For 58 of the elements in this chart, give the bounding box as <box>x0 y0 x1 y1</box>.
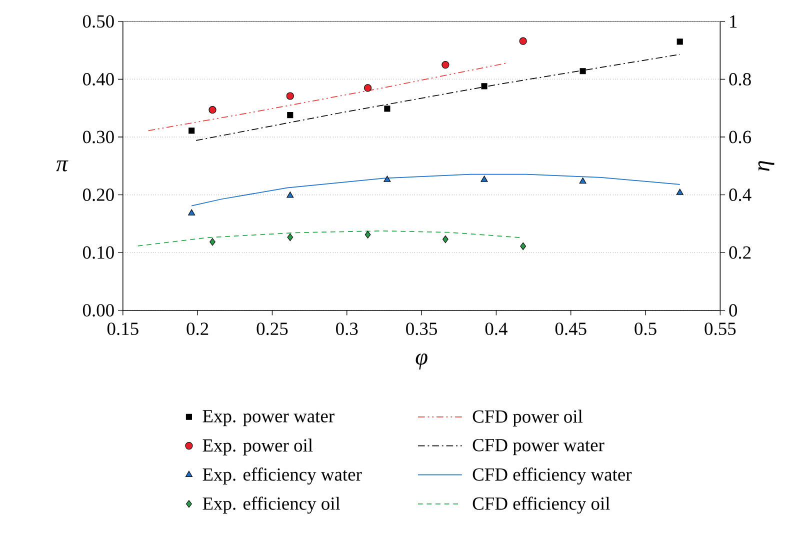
point <box>188 209 196 216</box>
line-series <box>196 54 680 142</box>
y-tick-label: 0.00 <box>82 304 114 317</box>
point <box>364 231 371 239</box>
x-tick-label: 0.45 <box>555 322 586 336</box>
x-tick-label: 0.3 <box>336 322 358 336</box>
point <box>286 192 294 198</box>
y-tick-label: 0.40 <box>82 73 114 86</box>
point <box>442 61 450 69</box>
y-tick-label: 0.50 <box>82 15 114 28</box>
y2-tick-label: 0.6 <box>729 130 752 144</box>
x-axis-title: φ <box>416 354 428 370</box>
line-series <box>137 230 521 247</box>
legend-label: Exp. efficiency oil <box>202 496 340 514</box>
x-tick-label: 0.35 <box>406 322 437 336</box>
line-series <box>191 174 680 206</box>
point <box>520 242 526 250</box>
x-tick-label: 0.4 <box>485 322 508 336</box>
legend-label: CFD efficiency water <box>472 468 632 485</box>
y2-tick-label: 0.4 <box>729 188 752 202</box>
y2-tick-label: 0.2 <box>729 246 751 260</box>
line-series <box>148 62 508 132</box>
legend-label: Exp. power water <box>202 410 334 426</box>
point <box>364 84 372 92</box>
x-tick-label: 0.15 <box>107 322 138 336</box>
point <box>188 128 195 134</box>
point <box>480 176 488 182</box>
legend-label: CFD power water <box>472 439 604 456</box>
point <box>286 92 294 100</box>
legend-label: Exp. efficiency water <box>202 468 362 485</box>
legend-label: CFD efficiency oil <box>472 496 610 514</box>
point <box>384 106 390 112</box>
point <box>579 178 586 184</box>
x-tick-label: 0.25 <box>256 322 288 336</box>
point <box>384 176 391 182</box>
y2-tick-label: 0.8 <box>729 73 751 86</box>
point <box>676 188 684 196</box>
y-tick-label: 0.20 <box>82 188 114 202</box>
point <box>287 112 294 118</box>
point <box>442 236 448 244</box>
point <box>210 238 216 246</box>
legend-label: CFD power oil <box>472 410 583 427</box>
x-tick-label: 0.55 <box>704 322 736 336</box>
x-tick-label: 0.5 <box>634 322 656 336</box>
point <box>519 37 527 46</box>
y-axis-title: π <box>56 160 68 172</box>
point <box>676 38 683 45</box>
x-tick-label: 0.2 <box>186 322 208 336</box>
point <box>287 234 294 242</box>
point <box>580 68 586 74</box>
y-tick-label: 0.30 <box>82 130 114 144</box>
y2-tick-label: 1 <box>730 16 737 28</box>
y2-tick-label: 0 <box>729 304 738 317</box>
y2-axis-title: η <box>758 161 774 172</box>
point <box>208 106 216 114</box>
y-tick-label: 0.10 <box>82 246 114 260</box>
legend-label: Exp. power oil <box>202 438 313 456</box>
point <box>481 83 488 90</box>
